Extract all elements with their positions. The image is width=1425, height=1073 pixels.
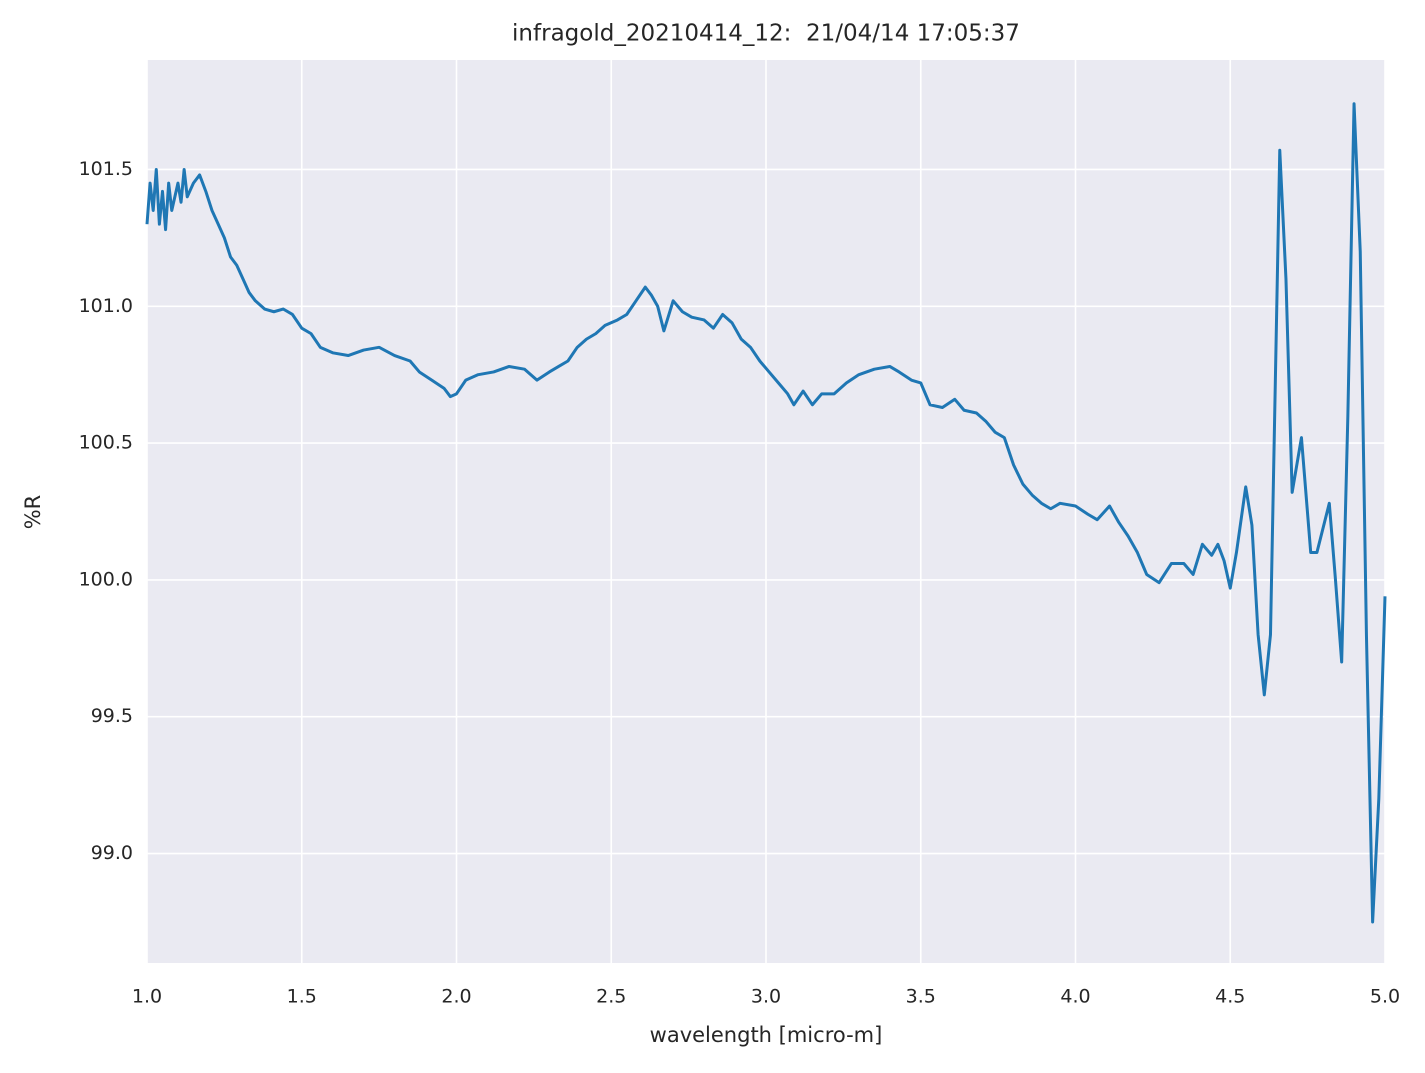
chart-title: infragold_20210414_12: 21/04/14 17:05:37 (512, 21, 1020, 47)
y-tick-label: 99.0 (91, 842, 133, 864)
x-tick-label: 5.0 (1370, 986, 1400, 1008)
y-axis-label: %R (21, 495, 45, 530)
x-tick-label: 2.5 (596, 986, 626, 1008)
x-tick-label: 3.0 (751, 986, 781, 1008)
y-tick-label: 100.5 (79, 432, 133, 454)
y-tick-label: 101.5 (79, 158, 133, 180)
y-tick-label: 100.0 (79, 568, 133, 590)
y-tick-label: 101.0 (79, 295, 133, 317)
x-tick-label: 2.0 (441, 986, 471, 1008)
y-tick-label: 99.5 (91, 705, 133, 727)
data-line (145, 102, 1387, 924)
x-axis-label: wavelength [micro-m] (650, 1023, 883, 1047)
x-tick-label: 1.5 (287, 986, 317, 1008)
x-tick-label: 4.5 (1215, 986, 1245, 1008)
x-tick-label: 1.0 (132, 986, 162, 1008)
x-tick-label: 3.5 (906, 986, 936, 1008)
x-tick-label: 4.0 (1060, 986, 1090, 1008)
